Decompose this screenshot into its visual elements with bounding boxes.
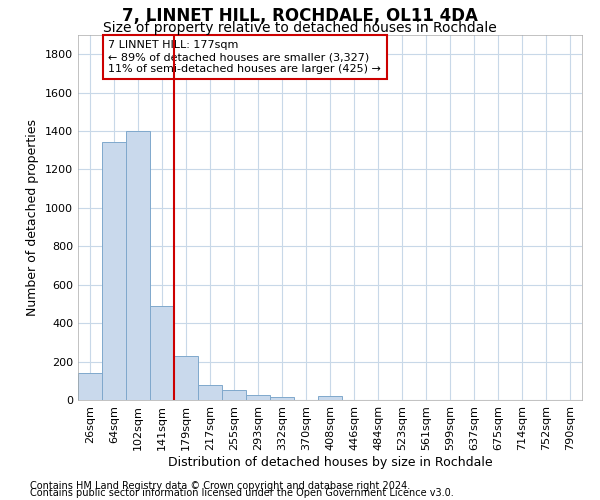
Bar bbox=[246, 395, 270, 400]
Bar bbox=[102, 142, 126, 400]
X-axis label: Distribution of detached houses by size in Rochdale: Distribution of detached houses by size … bbox=[167, 456, 493, 468]
Bar bbox=[150, 306, 174, 400]
Text: Contains public sector information licensed under the Open Government Licence v3: Contains public sector information licen… bbox=[30, 488, 454, 498]
Bar bbox=[318, 396, 342, 400]
Text: 7 LINNET HILL: 177sqm
← 89% of detached houses are smaller (3,327)
11% of semi-d: 7 LINNET HILL: 177sqm ← 89% of detached … bbox=[108, 40, 381, 74]
Bar bbox=[198, 384, 222, 400]
Bar bbox=[222, 390, 246, 400]
Bar bbox=[270, 397, 294, 400]
Y-axis label: Number of detached properties: Number of detached properties bbox=[26, 119, 40, 316]
Text: Size of property relative to detached houses in Rochdale: Size of property relative to detached ho… bbox=[103, 21, 497, 35]
Text: 7, LINNET HILL, ROCHDALE, OL11 4DA: 7, LINNET HILL, ROCHDALE, OL11 4DA bbox=[122, 8, 478, 26]
Bar bbox=[174, 356, 198, 400]
Bar bbox=[126, 131, 150, 400]
Text: Contains HM Land Registry data © Crown copyright and database right 2024.: Contains HM Land Registry data © Crown c… bbox=[30, 481, 410, 491]
Bar bbox=[78, 373, 102, 400]
